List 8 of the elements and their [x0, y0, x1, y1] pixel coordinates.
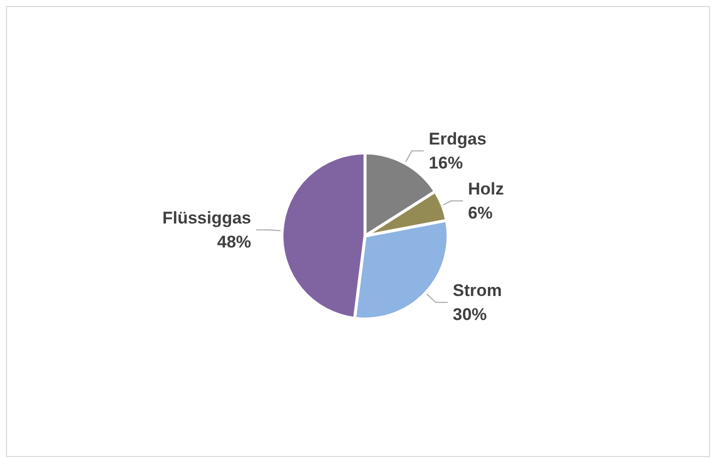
slice-label: Strom: [452, 280, 502, 300]
slice-label: Erdgas: [428, 129, 486, 148]
slice-label: Flüssiggas: [162, 208, 252, 228]
data-label: 6%: [468, 203, 493, 222]
slice-label: Holz: [468, 179, 504, 198]
data-label: 48%: [217, 232, 252, 252]
data-label: 16%: [428, 153, 463, 172]
data-label: 30%: [452, 304, 487, 324]
